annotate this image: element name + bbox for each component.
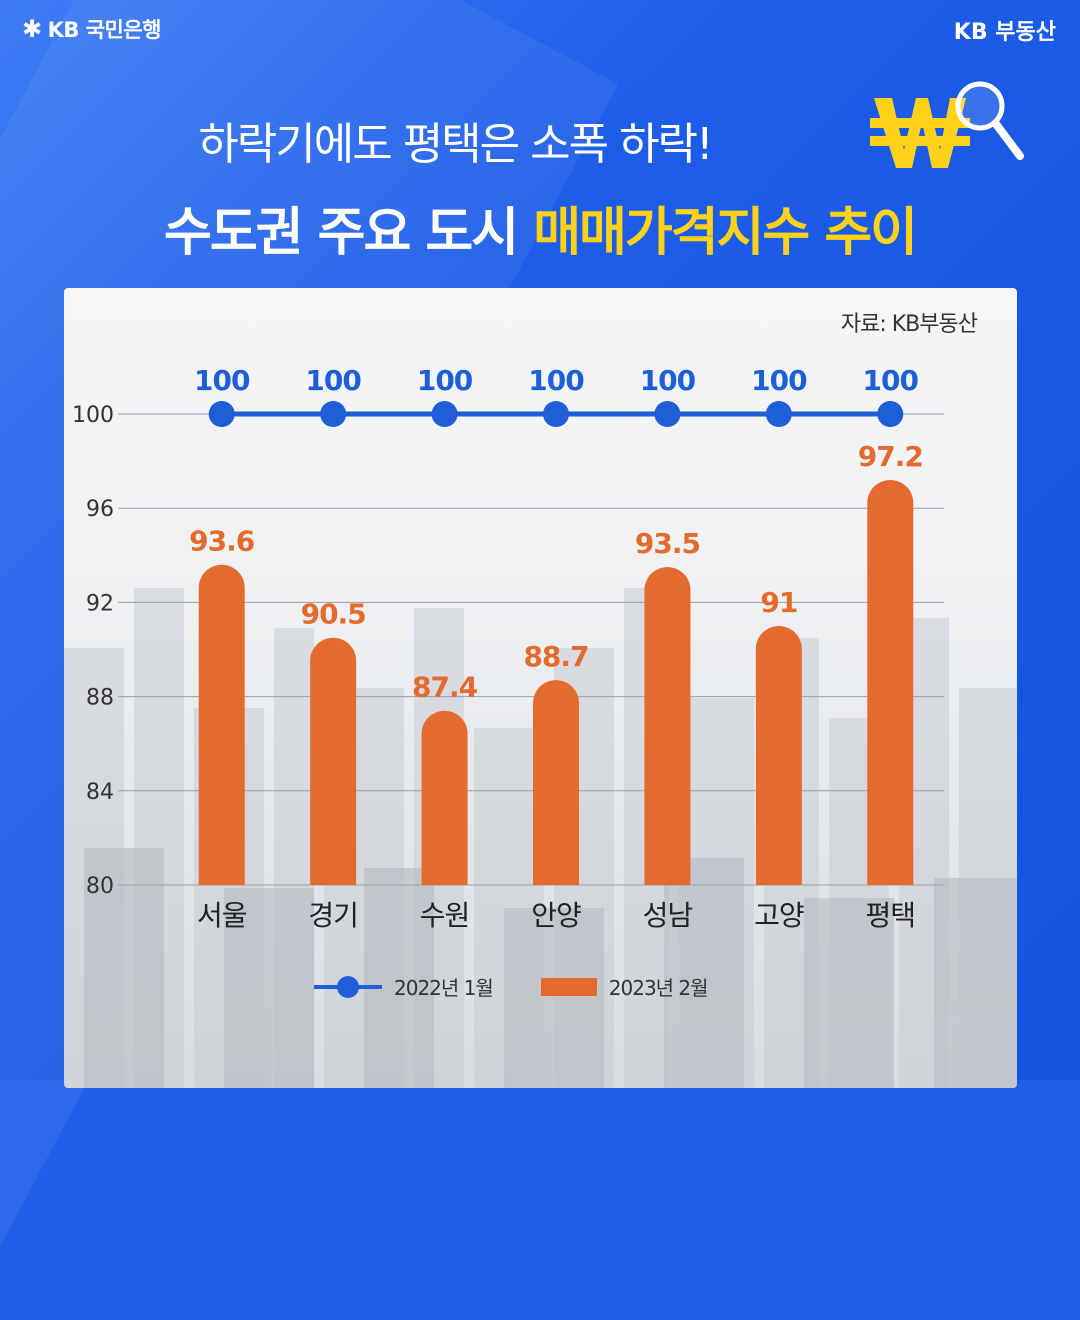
- y-tick-label: 92: [86, 591, 114, 616]
- x-category-label: 수원: [420, 899, 470, 932]
- magnifier-icon: [955, 81, 1024, 160]
- x-category-label: 고양: [754, 899, 804, 932]
- line-point: [654, 401, 681, 427]
- bar: [533, 680, 579, 885]
- y-tick-label: 96: [86, 497, 114, 522]
- page-title: 수도권 주요 도시 매매가격지수 추이: [0, 190, 1080, 265]
- y-tick-label: 80: [86, 874, 114, 899]
- chart-panel: 자료: KB부동산 80 84 88 92 96 100 93.6 90.5 87.4 88.7 9…: [64, 288, 1017, 1088]
- brand-left-text: KB 국민은행: [47, 18, 162, 42]
- line-data-label: 100: [194, 364, 250, 397]
- line-point: [877, 401, 904, 427]
- line-data-label: 100: [305, 364, 361, 397]
- line-point: [320, 401, 347, 427]
- title-highlight: 매매가격지수 추이: [533, 203, 918, 263]
- line-point: [765, 401, 792, 427]
- bar-data-label: 93.5: [635, 527, 700, 560]
- line-point: [431, 401, 458, 427]
- y-tick-label: 84: [86, 780, 114, 805]
- bar-data-label: 87.4: [412, 671, 478, 704]
- bar: [310, 637, 357, 885]
- bar-data-label: 88.7: [523, 640, 588, 673]
- bar: [198, 564, 245, 885]
- bar-data-label: 91: [760, 586, 797, 619]
- legend-label-2022: 2022년 1월: [394, 976, 494, 1000]
- subtitle: 하락기에도 평택은 소폭 하락!: [198, 119, 713, 170]
- y-tick-label: 100: [72, 403, 114, 428]
- x-category-label: 경기: [308, 899, 358, 932]
- bar: [421, 710, 468, 885]
- x-category-label: 성남: [643, 899, 693, 932]
- bar: [755, 625, 802, 885]
- bar: [644, 567, 691, 885]
- source-note: 자료: KB부동산: [840, 312, 978, 337]
- bar-data-label: 97.2: [858, 440, 923, 473]
- bar-data-label: 90.5: [301, 598, 366, 631]
- legend-item-2022: 2022년 1월: [314, 972, 494, 1001]
- x-category-label: 서울: [197, 899, 247, 932]
- kb-real-estate-logo[interactable]: KB 부동산: [953, 20, 1056, 45]
- legend-bar-symbol: [540, 977, 597, 996]
- line-point: [543, 401, 569, 427]
- line-data-label: 100: [417, 364, 473, 397]
- line-point: [208, 401, 235, 427]
- price-index-chart: 80 84 88 92 96 100 93.6 90.5 87.4 88.7 93.5 91 97.2 1…: [72, 364, 944, 932]
- legend-line-symbol: [314, 975, 382, 998]
- x-category-label: 평택: [866, 899, 916, 932]
- line-data-label: 100: [640, 364, 696, 397]
- title-main: 수도권 주요 도시: [163, 203, 519, 263]
- bar: [867, 479, 914, 885]
- line-data-label: 100: [863, 364, 919, 397]
- line-data-label: 100: [528, 364, 584, 397]
- won-sign-icon: [870, 98, 970, 168]
- bar-data-label: 93.6: [189, 525, 254, 558]
- legend-label-2023: 2023년 2월: [608, 976, 709, 1000]
- chart-legend: 2022년 1월 2023년 2월: [314, 972, 756, 1001]
- legend-item-2023: 2023년 2월: [540, 972, 709, 1001]
- x-category-label: 안양: [531, 899, 581, 932]
- line-data-label: 100: [751, 364, 807, 397]
- y-tick-label: 88: [86, 686, 114, 711]
- kb-star-icon: ✱: [22, 15, 42, 43]
- kb-bank-logo[interactable]: ✱ KB 국민은행: [22, 14, 161, 44]
